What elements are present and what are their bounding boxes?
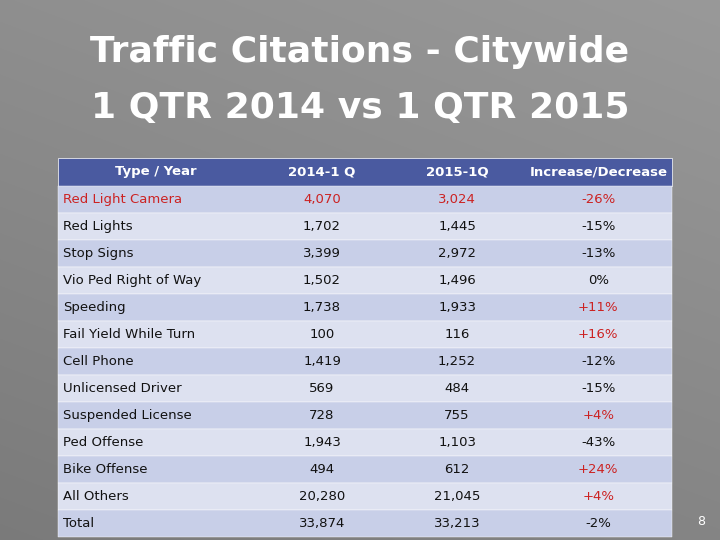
Text: 2014-1 Q: 2014-1 Q bbox=[288, 165, 356, 179]
Bar bbox=[58, 213, 672, 240]
Text: 1,496: 1,496 bbox=[438, 274, 476, 287]
Text: 612: 612 bbox=[444, 463, 469, 476]
Text: 1,702: 1,702 bbox=[303, 220, 341, 233]
Text: 20,280: 20,280 bbox=[299, 490, 345, 503]
Text: Increase/Decrease: Increase/Decrease bbox=[529, 165, 667, 179]
Text: 1,502: 1,502 bbox=[303, 274, 341, 287]
Text: +4%: +4% bbox=[582, 490, 614, 503]
Text: 728: 728 bbox=[310, 409, 335, 422]
Text: 755: 755 bbox=[444, 409, 470, 422]
Text: Stop Signs: Stop Signs bbox=[63, 247, 133, 260]
Text: 1,103: 1,103 bbox=[438, 436, 476, 449]
Text: Speeding: Speeding bbox=[63, 301, 125, 314]
Text: All Others: All Others bbox=[63, 490, 129, 503]
Text: 1 QTR 2014 vs 1 QTR 2015: 1 QTR 2014 vs 1 QTR 2015 bbox=[91, 91, 629, 125]
Text: 116: 116 bbox=[444, 328, 469, 341]
Text: 1,445: 1,445 bbox=[438, 220, 476, 233]
Text: 1,252: 1,252 bbox=[438, 355, 476, 368]
Text: Ped Offense: Ped Offense bbox=[63, 436, 143, 449]
Text: Fail Yield While Turn: Fail Yield While Turn bbox=[63, 328, 195, 341]
Bar bbox=[58, 321, 672, 348]
Text: 8: 8 bbox=[697, 515, 705, 528]
Text: 100: 100 bbox=[310, 328, 335, 341]
Text: -15%: -15% bbox=[581, 382, 616, 395]
Text: Unlicensed Driver: Unlicensed Driver bbox=[63, 382, 181, 395]
Bar bbox=[58, 186, 672, 213]
Text: +24%: +24% bbox=[578, 463, 618, 476]
Text: 4,070: 4,070 bbox=[303, 193, 341, 206]
Bar bbox=[58, 483, 672, 510]
Text: +16%: +16% bbox=[578, 328, 618, 341]
Text: -26%: -26% bbox=[581, 193, 616, 206]
Text: Suspended License: Suspended License bbox=[63, 409, 192, 422]
Text: 33,874: 33,874 bbox=[299, 517, 345, 530]
Bar bbox=[58, 158, 672, 186]
Text: Cell Phone: Cell Phone bbox=[63, 355, 134, 368]
Text: +4%: +4% bbox=[582, 409, 614, 422]
Text: 569: 569 bbox=[310, 382, 335, 395]
Text: -43%: -43% bbox=[581, 436, 616, 449]
Text: -2%: -2% bbox=[585, 517, 611, 530]
Text: Red Light Camera: Red Light Camera bbox=[63, 193, 182, 206]
Bar bbox=[58, 267, 672, 294]
Text: -15%: -15% bbox=[581, 220, 616, 233]
Bar bbox=[58, 510, 672, 537]
Text: Bike Offense: Bike Offense bbox=[63, 463, 148, 476]
Text: 494: 494 bbox=[310, 463, 335, 476]
Bar bbox=[58, 375, 672, 402]
Text: -12%: -12% bbox=[581, 355, 616, 368]
Text: 1,933: 1,933 bbox=[438, 301, 476, 314]
Bar bbox=[58, 294, 672, 321]
Bar bbox=[58, 402, 672, 429]
Text: 1,738: 1,738 bbox=[303, 301, 341, 314]
Text: Vio Ped Right of Way: Vio Ped Right of Way bbox=[63, 274, 202, 287]
Bar bbox=[58, 240, 672, 267]
Bar bbox=[58, 348, 672, 375]
Text: 2015-1Q: 2015-1Q bbox=[426, 165, 488, 179]
Text: 484: 484 bbox=[444, 382, 469, 395]
Text: 0%: 0% bbox=[588, 274, 609, 287]
Text: 1,943: 1,943 bbox=[303, 436, 341, 449]
Text: Red Lights: Red Lights bbox=[63, 220, 132, 233]
Text: 21,045: 21,045 bbox=[434, 490, 480, 503]
Bar bbox=[58, 429, 672, 456]
Text: Type / Year: Type / Year bbox=[115, 165, 197, 179]
Text: 3,024: 3,024 bbox=[438, 193, 476, 206]
Text: 2,972: 2,972 bbox=[438, 247, 476, 260]
Text: 33,213: 33,213 bbox=[433, 517, 480, 530]
Text: 3,399: 3,399 bbox=[303, 247, 341, 260]
Text: Total: Total bbox=[63, 517, 94, 530]
Bar bbox=[58, 456, 672, 483]
Text: Traffic Citations - Citywide: Traffic Citations - Citywide bbox=[91, 35, 629, 69]
Text: +11%: +11% bbox=[578, 301, 618, 314]
Text: 1,419: 1,419 bbox=[303, 355, 341, 368]
Text: -13%: -13% bbox=[581, 247, 616, 260]
